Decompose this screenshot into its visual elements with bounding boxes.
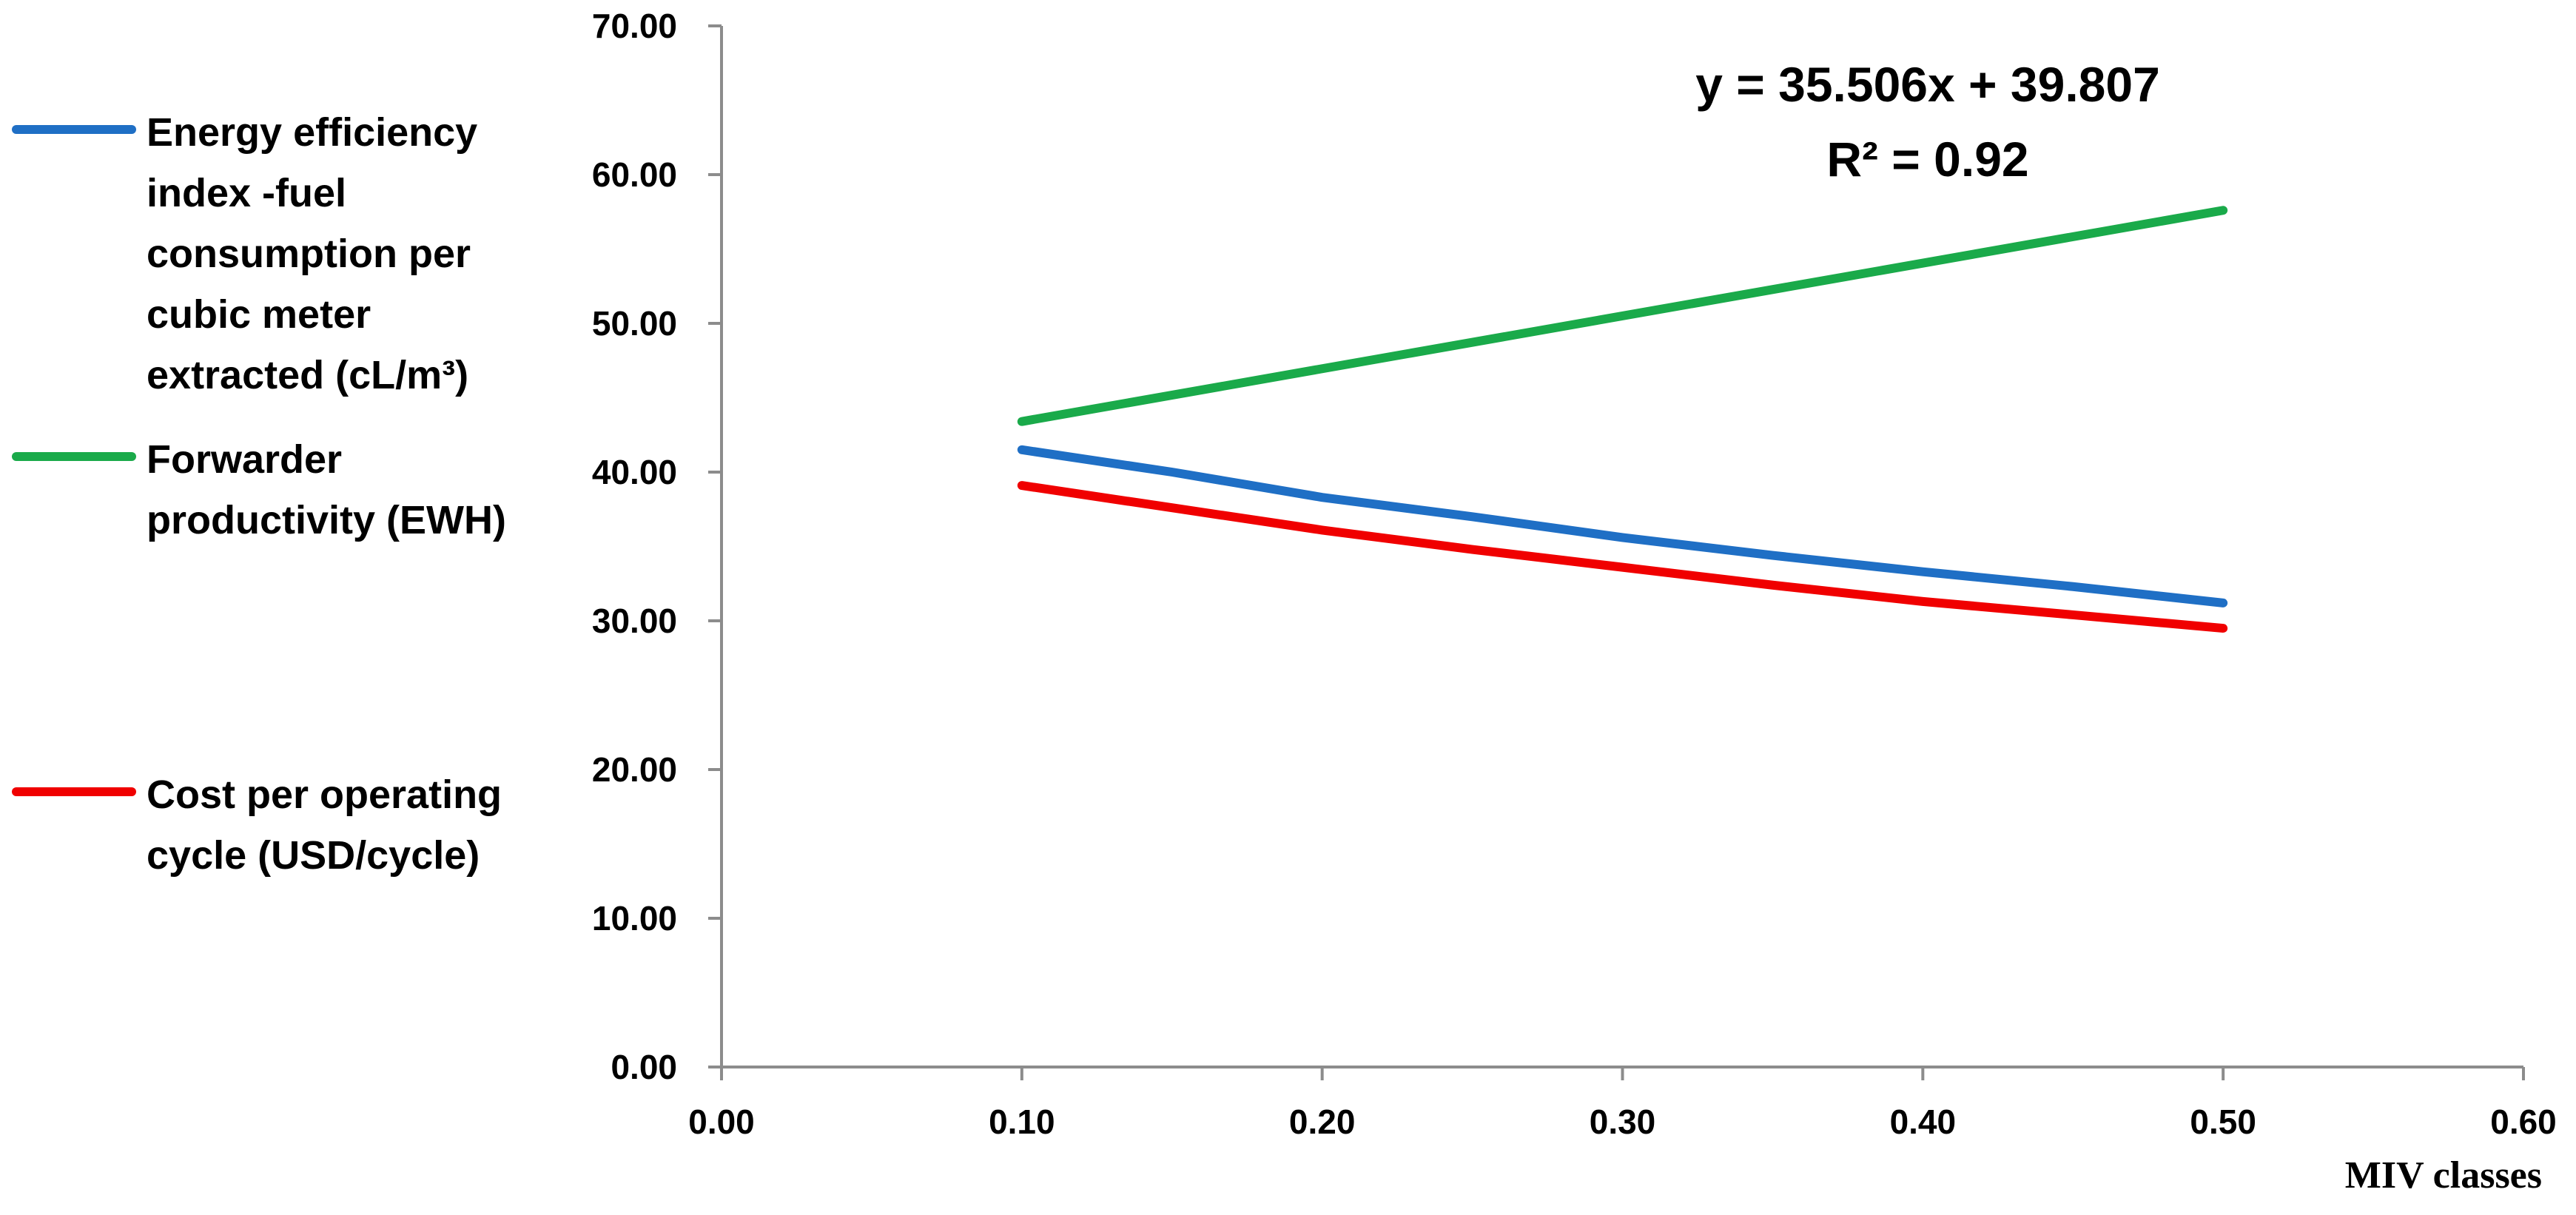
legend-label-2: Forwarder <box>147 437 342 482</box>
legend-label-1: consumption per <box>147 232 471 276</box>
series-line-2 <box>1017 206 2228 426</box>
x-axis-title: MIV classes <box>2345 1154 2542 1197</box>
x-tick-label: 0.20 <box>1289 1103 1356 1141</box>
y-tick-label: 0.00 <box>611 1048 677 1086</box>
legend-label-3: cycle (USD/cycle) <box>147 833 480 878</box>
axes: 0.00 10.00 20.00 30.00 40.00 50.00 60.00 70.00 0… <box>592 7 2557 1197</box>
y-tick-label: 10.00 <box>592 899 677 938</box>
y-tick-label: 20.00 <box>592 750 677 789</box>
y-tick-label: 60.00 <box>592 155 677 194</box>
legend-label-1: Energy efficiency <box>147 110 477 155</box>
x-tick-label: 0.40 <box>1890 1103 1957 1141</box>
x-tick-label: 0.60 <box>2490 1103 2557 1141</box>
legend-label-1: index -fuel <box>147 171 346 215</box>
y-tick-label: 30.00 <box>592 602 677 640</box>
series-line-3 <box>1017 481 2228 633</box>
y-tick-label: 40.00 <box>592 453 677 491</box>
trendline-annotation: y = 35.506x + 39.807 <box>1695 57 2160 112</box>
annotations: y = 35.506x + 39.807 R² = 0.92 <box>1695 57 2160 186</box>
legend-label-3: Cost per operating <box>147 773 502 817</box>
legend-label-2: productivity (EWH) <box>147 498 506 542</box>
y-tick-label: 70.00 <box>592 7 677 45</box>
legend-label-1: cubic meter <box>147 292 371 337</box>
y-tick-label: 50.00 <box>592 304 677 343</box>
series-lines <box>1017 206 2228 633</box>
series-line-1 <box>1017 445 2228 608</box>
legend: Energy efficiency index -fuel consumption … <box>12 110 506 878</box>
x-tick-label: 0.30 <box>1590 1103 1656 1141</box>
x-tick-label: 0.10 <box>989 1103 1055 1141</box>
legend-label-1: extracted (cL/m³) <box>147 353 468 397</box>
x-tick-label: 0.00 <box>688 1103 755 1141</box>
trendline-annotation: R² = 0.92 <box>1826 132 2028 186</box>
x-tick-label: 0.50 <box>2190 1103 2256 1141</box>
